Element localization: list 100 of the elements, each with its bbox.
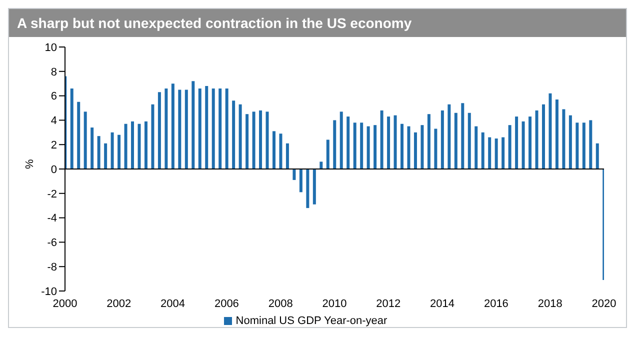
bar bbox=[252, 112, 256, 169]
bar bbox=[326, 140, 330, 169]
bar bbox=[320, 162, 323, 169]
bar bbox=[548, 93, 552, 169]
bar bbox=[542, 104, 545, 169]
bar bbox=[522, 121, 525, 169]
x-tick-label: 2012 bbox=[376, 298, 401, 310]
bar bbox=[353, 122, 356, 169]
x-tick-label: 2002 bbox=[106, 298, 132, 310]
y-tick-label: 0 bbox=[50, 164, 57, 176]
bar bbox=[582, 122, 586, 169]
bar bbox=[474, 126, 478, 169]
y-tick-label: 4 bbox=[50, 115, 57, 128]
bar bbox=[502, 137, 505, 169]
bar bbox=[198, 88, 202, 169]
x-tick-label: 2014 bbox=[430, 298, 455, 310]
bar bbox=[218, 88, 222, 169]
bar bbox=[488, 137, 492, 169]
y-axis-title: % bbox=[24, 159, 36, 169]
bar bbox=[434, 128, 438, 169]
bar bbox=[118, 134, 121, 169]
bar bbox=[97, 136, 100, 169]
bar bbox=[225, 88, 228, 169]
bar bbox=[508, 125, 512, 169]
bar bbox=[380, 110, 384, 169]
y-tick-label: -10 bbox=[41, 286, 57, 298]
x-tick-label: 2018 bbox=[538, 298, 562, 310]
bar bbox=[286, 143, 289, 169]
bar bbox=[90, 128, 94, 169]
bar bbox=[360, 122, 364, 169]
bar bbox=[70, 88, 74, 169]
bar bbox=[292, 169, 296, 180]
bar bbox=[306, 169, 310, 208]
x-tick-label: 2008 bbox=[268, 298, 293, 310]
bar bbox=[394, 115, 397, 169]
bar bbox=[346, 116, 350, 169]
bar bbox=[528, 116, 532, 169]
bar bbox=[333, 120, 336, 169]
bar bbox=[104, 143, 108, 169]
bar bbox=[144, 121, 148, 169]
bar bbox=[205, 86, 208, 169]
bar bbox=[407, 126, 410, 169]
x-tick-label: 2000 bbox=[52, 298, 78, 310]
bar bbox=[387, 116, 390, 169]
bar bbox=[468, 112, 471, 169]
bar bbox=[259, 110, 262, 169]
x-tick-label: 2020 bbox=[592, 298, 616, 310]
bar bbox=[400, 124, 404, 169]
bar bbox=[299, 169, 302, 192]
bar bbox=[164, 88, 168, 169]
bar bbox=[461, 103, 464, 169]
bar bbox=[589, 120, 592, 169]
bar bbox=[576, 122, 579, 169]
y-tick-label: 8 bbox=[50, 66, 57, 78]
bar bbox=[440, 110, 444, 169]
bar bbox=[232, 100, 236, 169]
bar bbox=[555, 99, 558, 169]
bar bbox=[420, 125, 424, 169]
bar bbox=[151, 104, 154, 169]
bar bbox=[246, 114, 249, 169]
bar bbox=[374, 125, 377, 169]
bar bbox=[494, 138, 498, 169]
bar bbox=[212, 88, 215, 169]
bar bbox=[340, 112, 343, 169]
y-tick-label: -6 bbox=[47, 237, 57, 250]
bar bbox=[192, 81, 195, 169]
bar bbox=[110, 132, 114, 169]
y-tick-label: -8 bbox=[47, 262, 57, 274]
bar bbox=[138, 124, 141, 169]
bar bbox=[272, 131, 276, 169]
bar bbox=[454, 112, 458, 169]
bar bbox=[84, 112, 87, 169]
bar bbox=[77, 102, 80, 169]
bar bbox=[178, 90, 182, 169]
y-tick-label: 6 bbox=[50, 90, 57, 103]
bar bbox=[312, 169, 316, 204]
bar bbox=[158, 92, 161, 169]
bar bbox=[131, 121, 134, 169]
bar bbox=[448, 104, 451, 169]
y-tick-label: -2 bbox=[47, 188, 57, 200]
bar bbox=[266, 112, 269, 169]
bar bbox=[568, 115, 572, 169]
chart-title: A sharp but not unexpected contraction in the US economy bbox=[9, 9, 626, 37]
bar bbox=[535, 110, 538, 169]
y-tick-label: -4 bbox=[47, 212, 57, 225]
bar bbox=[481, 132, 484, 169]
bar bbox=[279, 134, 282, 169]
bar bbox=[427, 114, 430, 169]
legend-label: Nominal US GDP Year-on-year bbox=[236, 315, 388, 327]
bar bbox=[596, 143, 599, 169]
bar bbox=[238, 104, 242, 169]
bar bbox=[184, 90, 188, 169]
y-tick-label: 10 bbox=[44, 42, 57, 54]
bar bbox=[562, 109, 566, 169]
x-tick-label: 2010 bbox=[322, 298, 347, 310]
x-tick-label: 2016 bbox=[484, 298, 508, 310]
x-tick-label: 2006 bbox=[214, 298, 239, 310]
y-tick-label: 2 bbox=[50, 140, 57, 152]
bar bbox=[515, 116, 518, 169]
bar bbox=[414, 132, 417, 169]
